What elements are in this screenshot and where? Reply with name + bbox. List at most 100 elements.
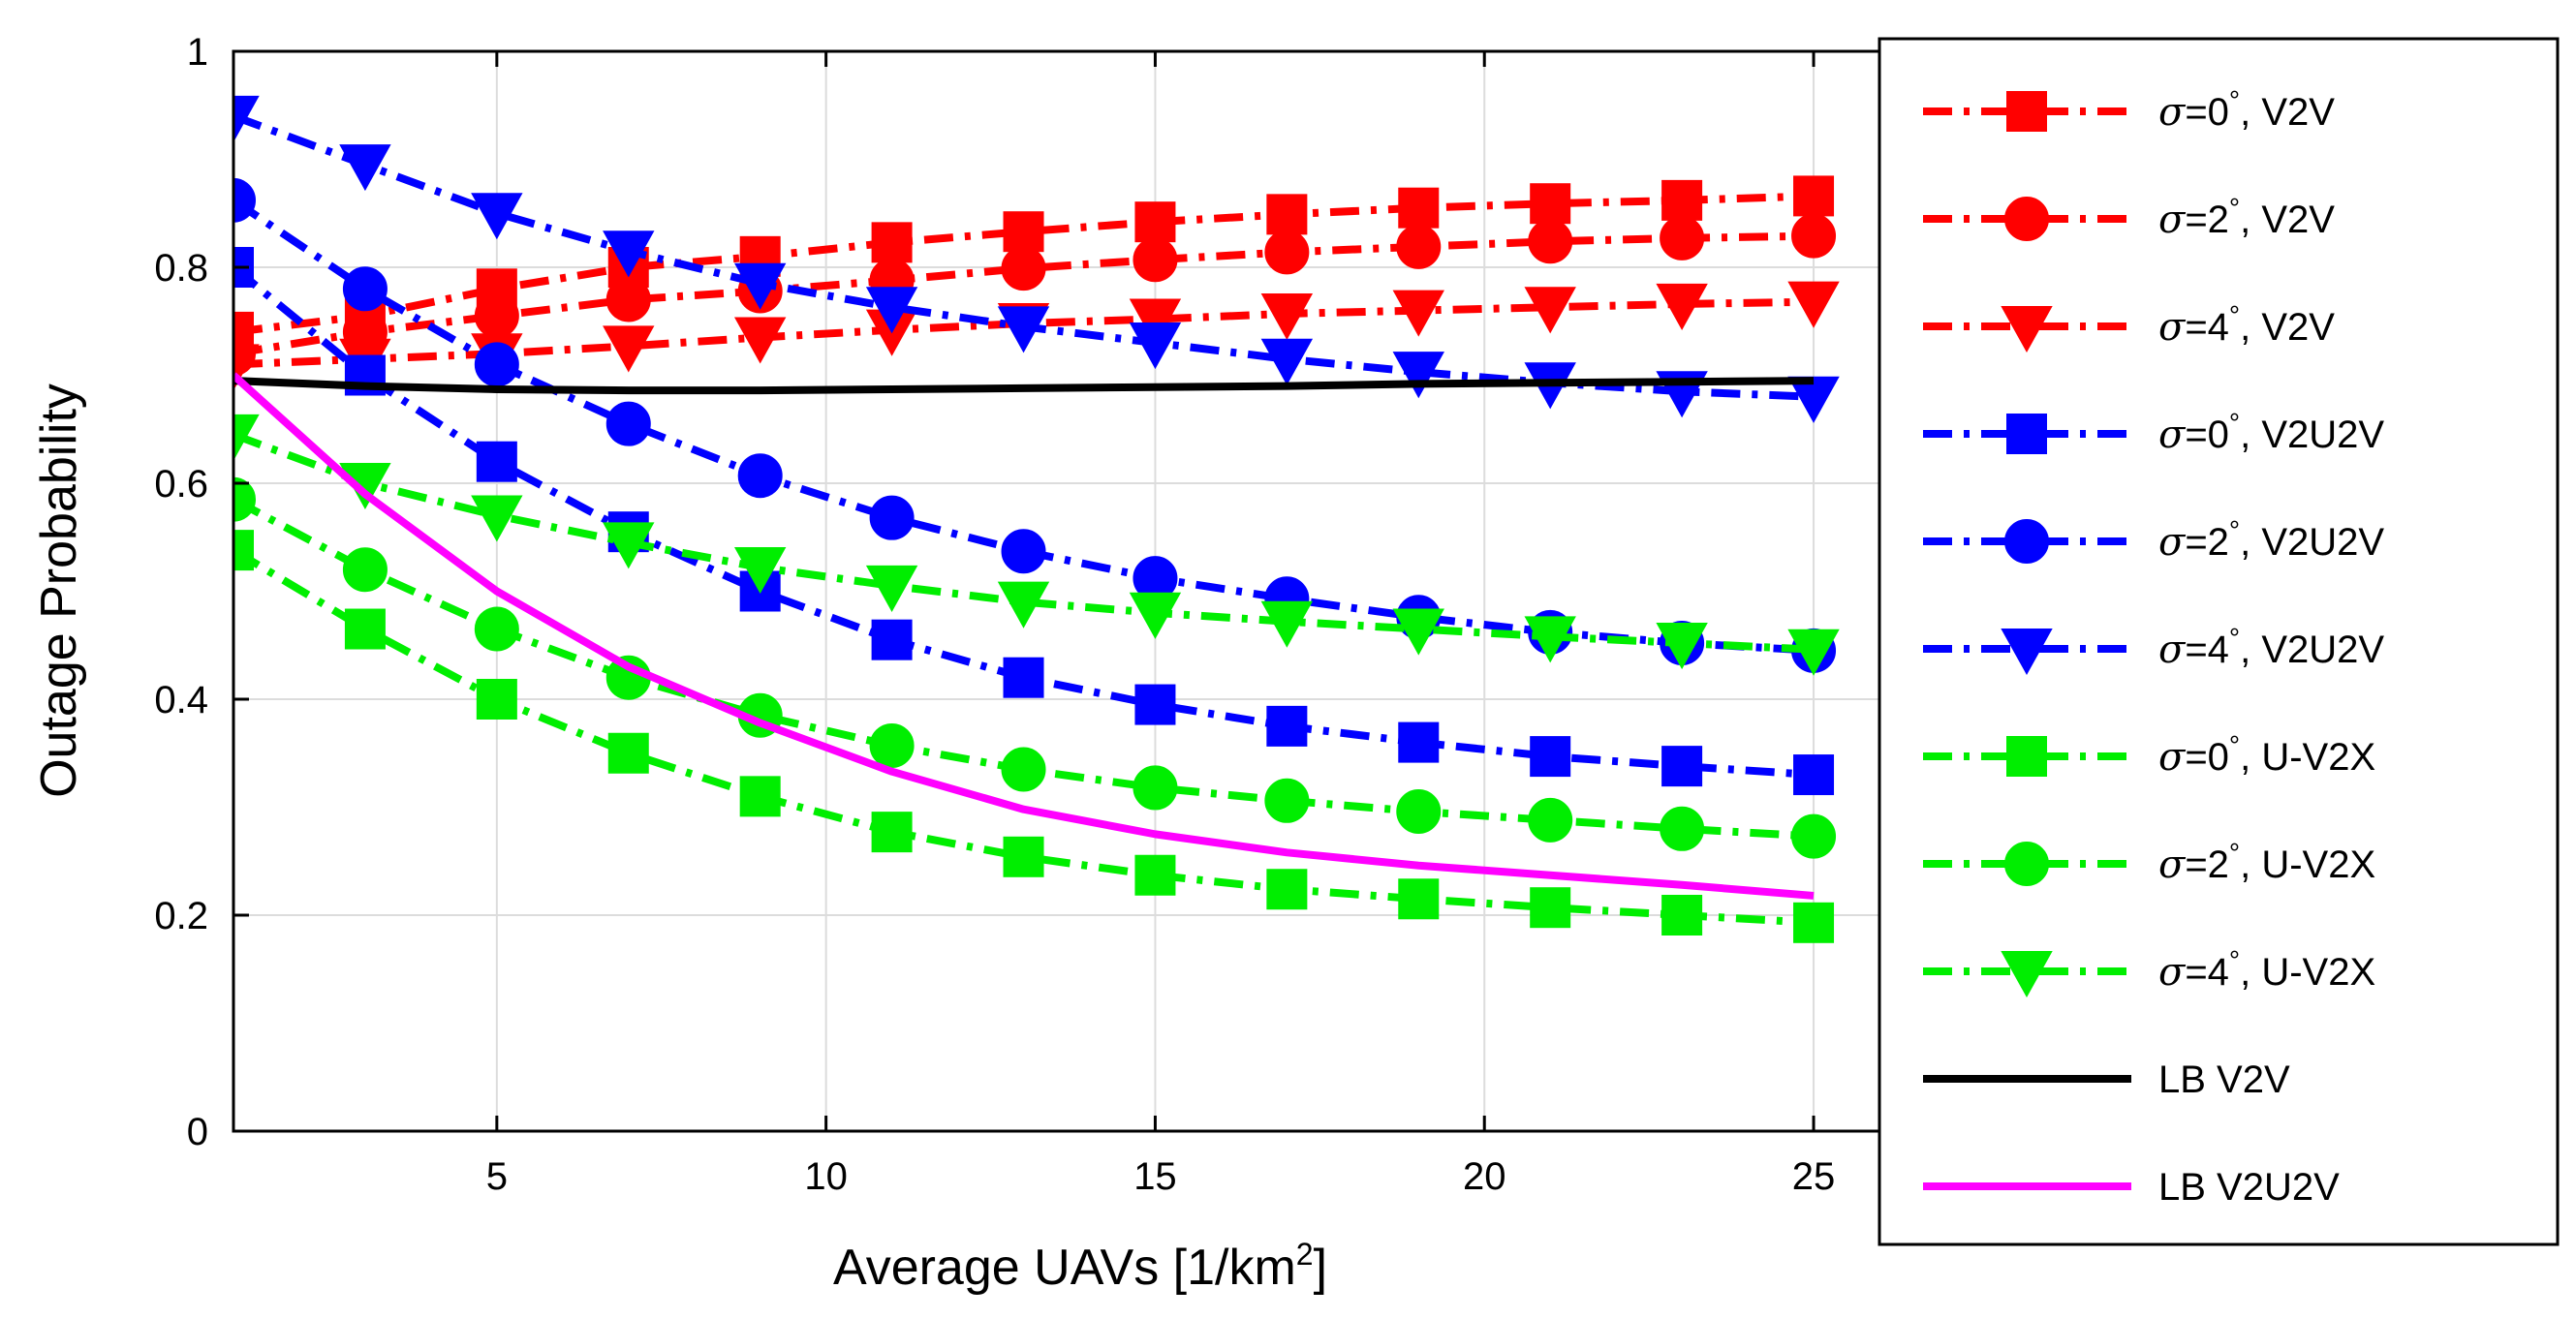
data-point [603, 325, 655, 373]
data-point [733, 262, 787, 310]
legend-label: LB V2U2V [2158, 1166, 2340, 1209]
y-tick-label: 0.2 [154, 895, 208, 937]
data-point [1656, 623, 1708, 670]
data-point [1134, 854, 1176, 896]
data-point [1264, 230, 1310, 275]
series-8 [233, 414, 1840, 676]
data-point [1787, 376, 1840, 423]
plot-background [233, 51, 1879, 1131]
data-point [1003, 836, 1044, 877]
legend-sigma: σ [2158, 628, 2187, 672]
data-point [1001, 529, 1046, 574]
legend-label: σ=2°, U-V2X [2158, 838, 2375, 887]
data-point [997, 581, 1050, 629]
data-point [474, 606, 519, 652]
data-point [1398, 187, 1440, 229]
data-point [1524, 287, 1576, 334]
legend-sigma: σ [2158, 735, 2187, 780]
legend-label: σ=0°, U-V2X [2158, 730, 2375, 780]
legend-suffix: , V2V [2240, 91, 2335, 134]
legend-entry: σ=0°, U-V2X [1923, 730, 2375, 780]
data-point [1134, 684, 1176, 725]
legend-sigma: σ [2158, 90, 2187, 135]
legend-label: σ=4°, U-V2X [2158, 945, 2375, 995]
data-point [1260, 600, 1314, 648]
y-tick-label: 0.6 [154, 463, 208, 506]
legend-suffix: , V2U2V [2240, 521, 2384, 564]
data-point [474, 342, 519, 387]
data-point [1266, 194, 1308, 235]
legend-marker [2001, 306, 2053, 353]
legend-suffix: , U-V2X [2240, 844, 2375, 886]
legend-entry: σ=2°, V2U2V [1923, 515, 2384, 565]
data-point [1392, 608, 1444, 656]
data-point [233, 177, 256, 223]
legend-sigma: σ [2158, 305, 2187, 350]
legend-degree: ° [2229, 408, 2240, 438]
data-point [1661, 746, 1703, 787]
legend-label: σ=2°, V2U2V [2158, 515, 2384, 565]
data-point [1001, 246, 1046, 291]
series-line [233, 372, 1815, 900]
data-point [1793, 754, 1835, 796]
legend-value: =0 [2185, 736, 2229, 779]
data-point [1266, 705, 1308, 747]
data-point [1787, 629, 1840, 676]
legend-label: σ=0°, V2V [2158, 85, 2335, 135]
legend-suffix: , V2V [2240, 199, 2335, 241]
x-tick-label: 5 [486, 1155, 508, 1198]
data-point [1656, 283, 1708, 330]
data-point [1661, 895, 1703, 936]
series-1 [233, 213, 1837, 377]
y-tick-label: 0.4 [154, 679, 208, 721]
data-point [869, 495, 915, 540]
legend-marker [2006, 736, 2047, 777]
data-point [342, 547, 388, 593]
data-point [1266, 869, 1308, 910]
series-group [233, 95, 1840, 943]
legend-degree: ° [2229, 623, 2240, 653]
x-tick-label: 15 [1133, 1155, 1177, 1198]
legend-sigma: σ [2158, 413, 2187, 457]
data-point [865, 565, 918, 612]
legend-degree: ° [2229, 945, 2240, 975]
data-point [344, 608, 386, 650]
legend-suffix: , U-V2X [2240, 951, 2375, 994]
legend-value: =2 [2185, 521, 2229, 564]
legend-marker [2004, 519, 2049, 564]
data-point [733, 546, 787, 595]
data-point [474, 293, 519, 339]
legend-value: =0 [2185, 91, 2229, 134]
data-point [1129, 298, 1182, 346]
legend-marker [2004, 842, 2049, 886]
legend-entry: σ=4°, V2U2V [1923, 623, 2384, 676]
legend-suffix: , V2V [2240, 306, 2335, 349]
data-point [1398, 721, 1440, 763]
legend-sigma: σ [2158, 520, 2187, 565]
data-point [1398, 878, 1440, 920]
data-point [871, 619, 913, 660]
data-point [605, 277, 651, 322]
legend-degree: ° [2229, 85, 2240, 115]
legend-label: LB V2V [2158, 1058, 2290, 1101]
x-tick-label: 20 [1463, 1155, 1506, 1198]
legend-label: σ=4°, V2U2V [2158, 623, 2384, 672]
data-point [339, 144, 391, 192]
series-line [233, 377, 1815, 395]
legend-marker [2006, 414, 2047, 454]
legend-suffix: , V2U2V [2240, 414, 2384, 456]
data-point [1791, 813, 1837, 859]
data-point [997, 306, 1050, 353]
legend-suffix: , U-V2X [2240, 736, 2375, 779]
legend-entry: LB V2U2V [1923, 1166, 2340, 1209]
data-point [1530, 183, 1571, 225]
data-point [607, 732, 649, 774]
data-point [471, 193, 523, 240]
data-point [603, 230, 655, 278]
data-point [233, 414, 260, 461]
data-point [871, 812, 913, 853]
data-point [1396, 224, 1442, 269]
data-point [1528, 219, 1573, 264]
